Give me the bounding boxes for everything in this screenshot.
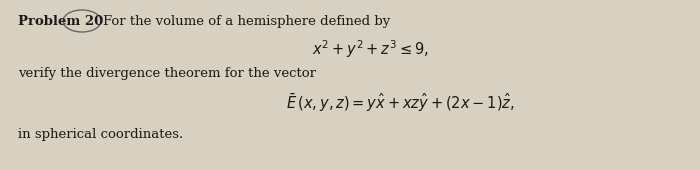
Text: Problem 20: Problem 20	[18, 15, 104, 28]
Text: verify the divergence theorem for the vector: verify the divergence theorem for the ve…	[18, 67, 316, 80]
Text: $\bar{E}\,(x, y, z) = y\hat{x} + xz\hat{y} + (2x-1)\hat{z},$: $\bar{E}\,(x, y, z) = y\hat{x} + xz\hat{…	[286, 92, 514, 114]
Text: in spherical coordinates.: in spherical coordinates.	[18, 128, 183, 141]
Text: For the volume of a hemisphere defined by: For the volume of a hemisphere defined b…	[103, 15, 391, 28]
Text: $x^2 + y^2 + z^3 \leq 9,$: $x^2 + y^2 + z^3 \leq 9,$	[312, 38, 428, 60]
